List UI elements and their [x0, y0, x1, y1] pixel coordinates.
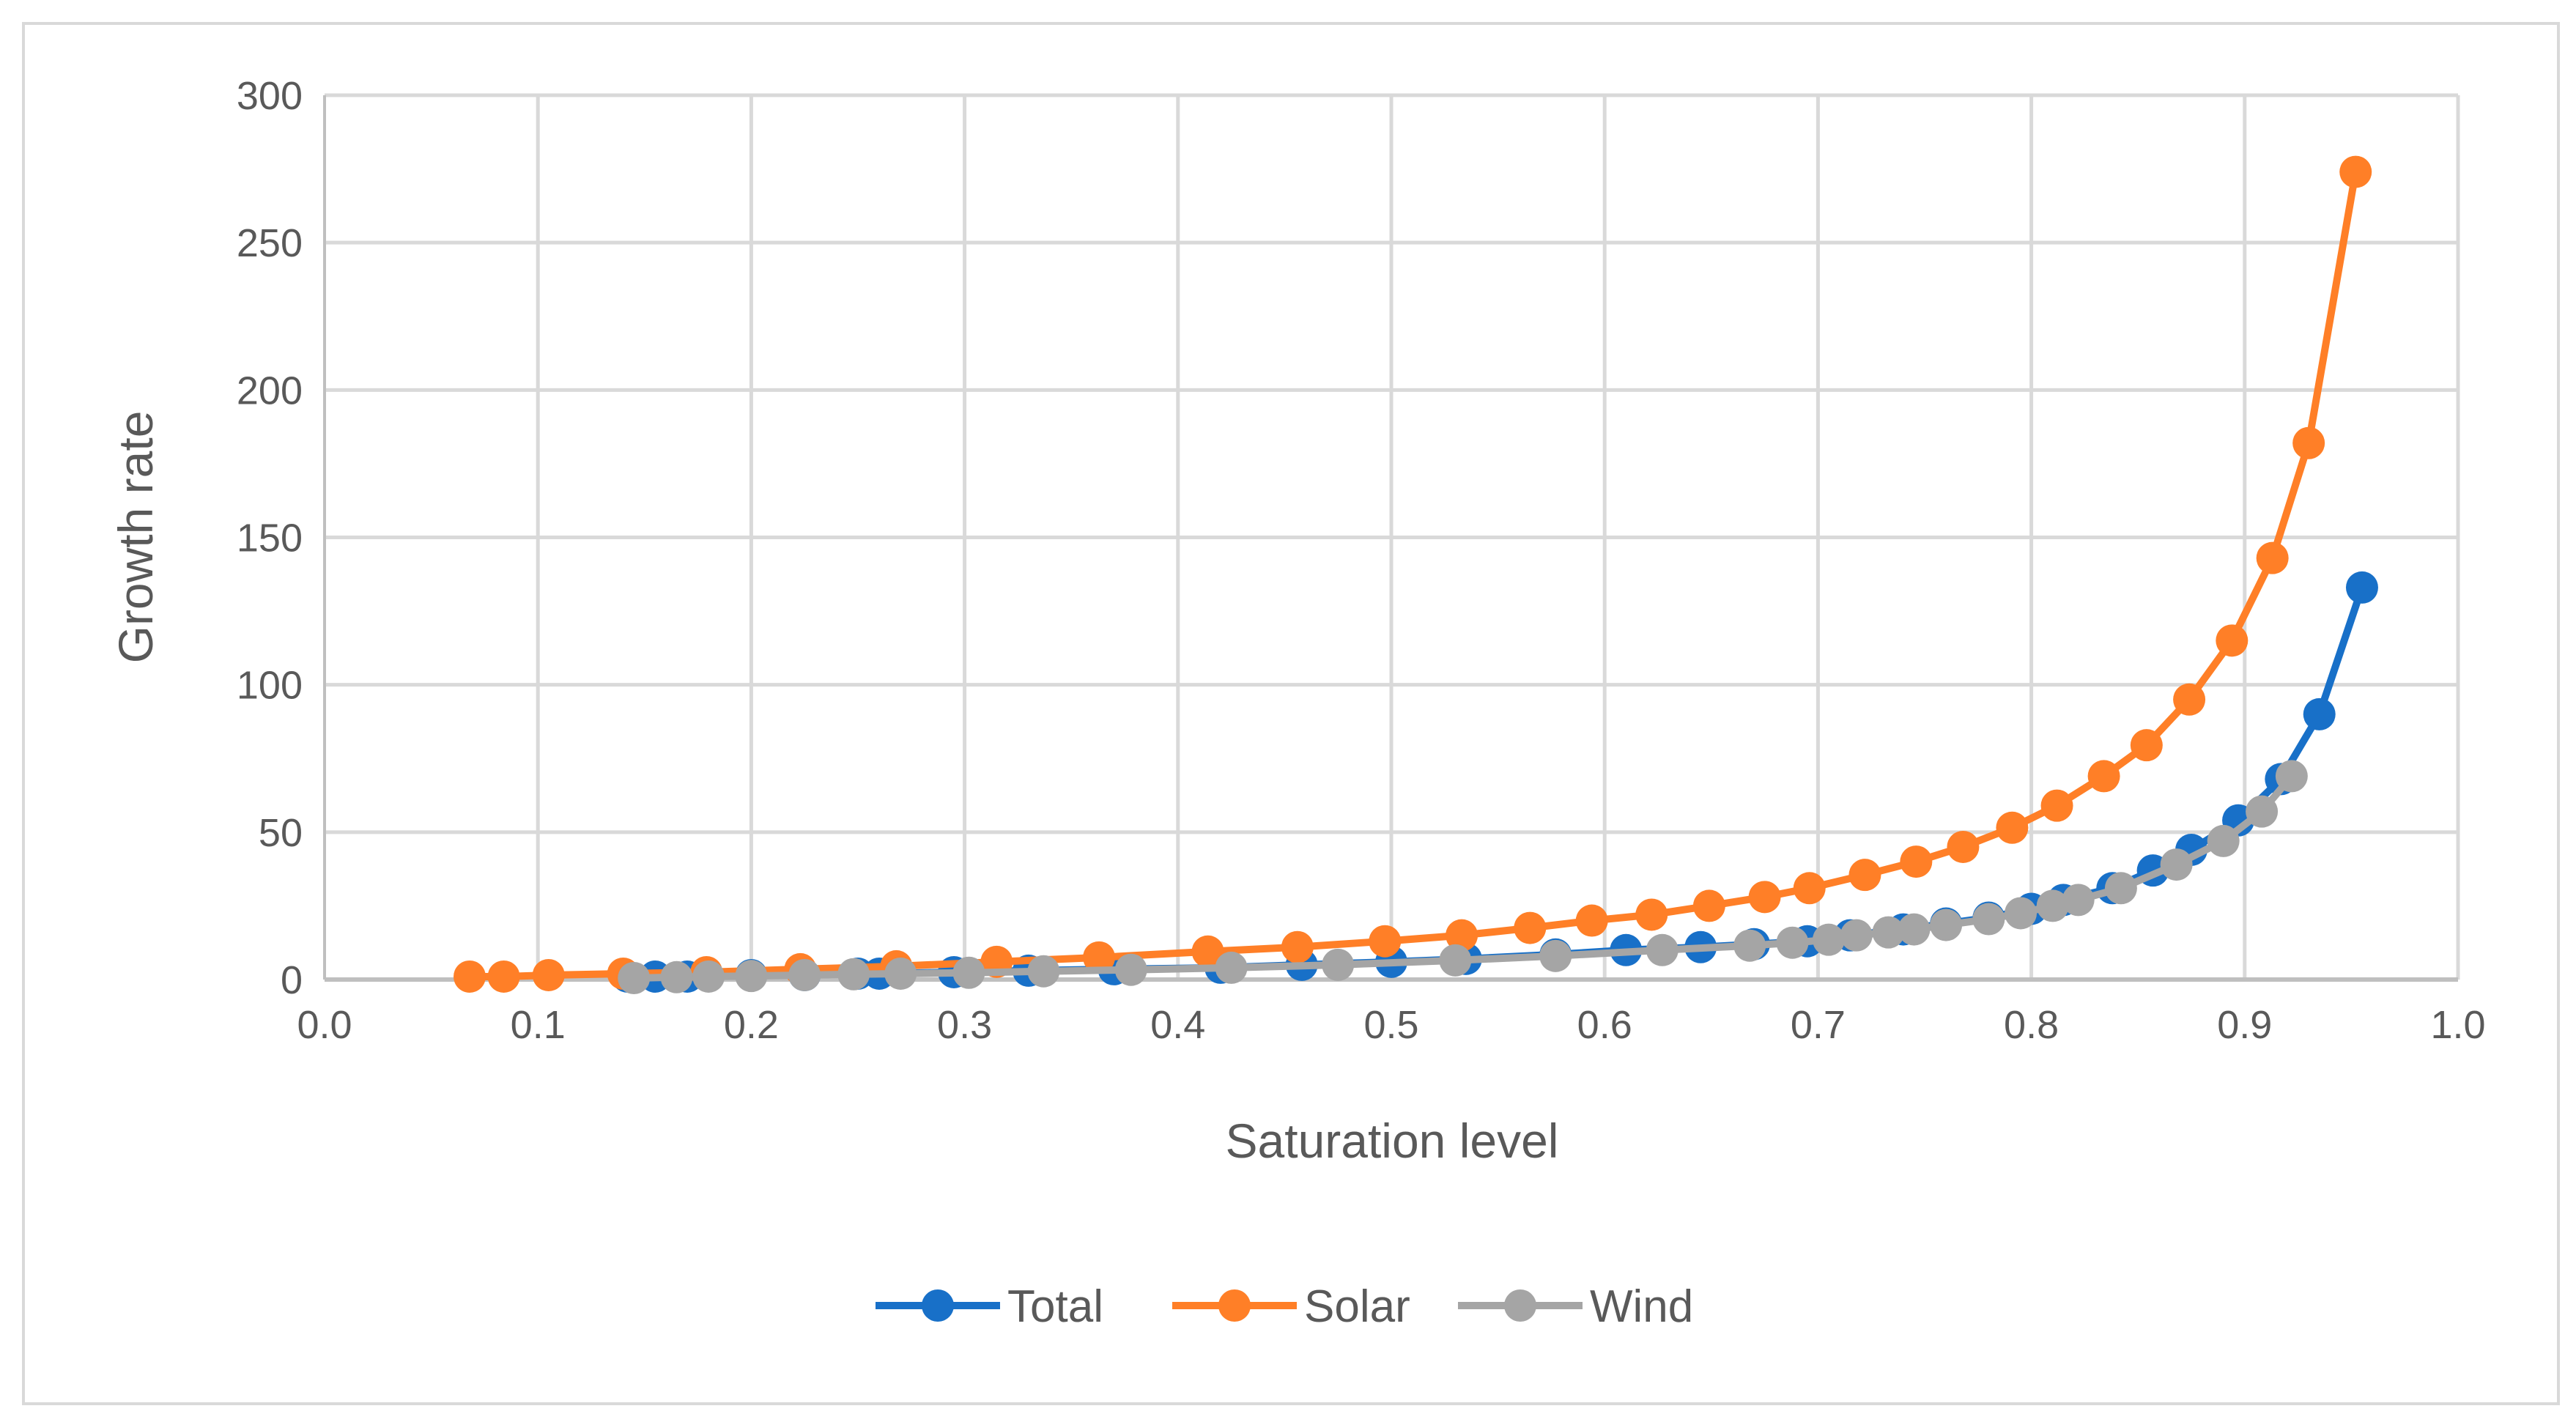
legend-marker — [922, 1289, 954, 1322]
data-point-wind — [1898, 913, 1931, 946]
x-tick-label: 0.3 — [937, 1003, 992, 1047]
data-point-solar — [1281, 930, 1314, 963]
y-axis-title: Growth rate — [108, 411, 163, 664]
data-point-wind — [1733, 929, 1766, 962]
data-point-solar — [2087, 760, 2120, 793]
x-tick-label: 0.1 — [511, 1003, 566, 1047]
data-point-wind — [2246, 795, 2279, 828]
data-point-solar — [532, 958, 565, 991]
legend: Total Solar Wind — [876, 1281, 1693, 1332]
gridlines — [325, 93, 2460, 980]
data-point-wind — [1972, 903, 2005, 936]
data-point-solar — [1446, 919, 1478, 952]
x-tick-label: 0.6 — [1577, 1003, 1632, 1047]
data-point-solar — [1848, 859, 1881, 892]
data-point-solar — [2173, 683, 2206, 716]
data-point-total — [2303, 697, 2336, 730]
data-point-wind — [2160, 848, 2193, 881]
data-point-wind — [1840, 919, 1873, 952]
y-tick-label: 0 — [281, 958, 303, 1002]
data-point-solar — [2256, 541, 2289, 574]
x-axis-title: Saturation level — [1226, 1114, 1559, 1168]
data-point-wind — [2207, 824, 2240, 857]
data-point-solar — [1635, 898, 1668, 931]
y-tick-label: 200 — [237, 369, 303, 412]
x-tick-label: 0.5 — [1363, 1003, 1418, 1047]
data-point-wind — [884, 957, 917, 990]
data-point-solar — [1692, 889, 1725, 922]
data-point-solar — [1191, 935, 1224, 968]
data-point-wind — [1322, 948, 1355, 981]
data-point-wind — [2005, 897, 2038, 930]
data-point-wind — [788, 958, 821, 991]
y-tick-label: 50 — [259, 811, 303, 855]
chart-frame — [22, 22, 2560, 1405]
data-point-solar — [2216, 624, 2249, 657]
data-point-wind — [952, 956, 985, 989]
data-point-solar — [1996, 811, 2029, 844]
data-point-wind — [1539, 939, 1572, 972]
data-point-wind — [1215, 951, 1248, 984]
data-point-wind — [692, 960, 725, 993]
data-point-solar — [2339, 155, 2372, 188]
data-point-solar — [1514, 911, 1547, 944]
data-point-wind — [2036, 889, 2069, 922]
legend-label: Wind — [1590, 1281, 1693, 1332]
data-point-wind — [2275, 760, 2308, 793]
data-point-solar — [1083, 941, 1116, 974]
x-tick-label: 0.0 — [297, 1003, 352, 1047]
data-point-solar — [1947, 830, 1980, 863]
data-point-wind — [837, 958, 870, 991]
series-layer — [454, 155, 2378, 994]
data-point-wind — [1027, 955, 1060, 988]
legend-item-wind: Wind — [1458, 1281, 1693, 1332]
legend-marker — [1218, 1289, 1251, 1322]
data-point-solar — [1793, 872, 1826, 905]
x-tick-label: 0.9 — [2217, 1003, 2272, 1047]
data-point-wind — [660, 960, 693, 993]
legend-item-total: Total — [876, 1281, 1103, 1332]
y-tick-label: 150 — [237, 517, 303, 560]
x-tick-label: 0.2 — [724, 1003, 779, 1047]
data-point-solar — [2130, 729, 2163, 762]
data-point-solar — [1575, 904, 1608, 937]
x-tick-label: 1.0 — [2430, 1003, 2485, 1047]
legend-item-solar: Solar — [1172, 1281, 1410, 1332]
x-tick-label: 0.8 — [2004, 1003, 2059, 1047]
data-point-wind — [618, 961, 651, 994]
data-point-wind — [2062, 884, 2095, 917]
data-point-solar — [2040, 789, 2073, 822]
x-tick-label: 0.4 — [1150, 1003, 1205, 1047]
data-point-solar — [2292, 426, 2325, 459]
legend-label: Total — [1007, 1281, 1103, 1332]
data-point-wind — [1646, 933, 1679, 966]
legend-label: Solar — [1304, 1281, 1410, 1332]
x-tick-label: 0.7 — [1791, 1003, 1846, 1047]
data-point-solar — [454, 960, 486, 993]
data-point-wind — [1114, 953, 1147, 986]
data-point-wind — [1776, 926, 1809, 959]
data-point-total — [2345, 571, 2378, 604]
data-point-solar — [487, 960, 520, 993]
data-point-solar — [1900, 845, 1933, 878]
data-point-solar — [1748, 881, 1781, 914]
data-point-wind — [1439, 944, 1472, 977]
data-point-wind — [1930, 908, 1963, 941]
data-point-wind — [735, 960, 768, 993]
data-point-wind — [2104, 872, 2137, 905]
y-tick-label: 250 — [237, 221, 303, 265]
y-tick-label: 300 — [237, 74, 303, 118]
data-point-solar — [1369, 925, 1402, 958]
data-point-wind — [1872, 916, 1905, 949]
series-wind — [618, 760, 2308, 994]
legend-marker — [1504, 1289, 1536, 1322]
data-point-wind — [1812, 923, 1845, 956]
y-tick-label: 100 — [237, 664, 303, 708]
